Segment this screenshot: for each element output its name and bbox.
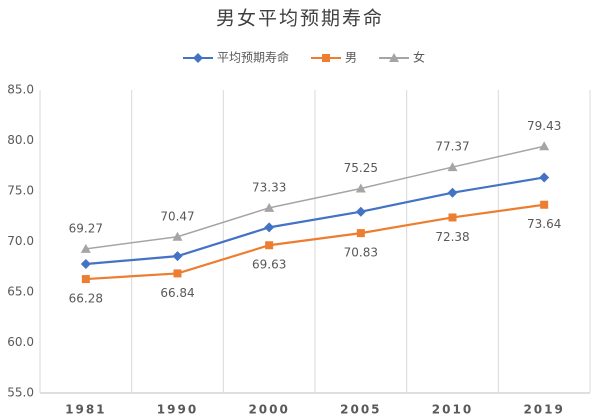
data-label: 75.25 <box>344 161 378 175</box>
data-point <box>173 269 182 278</box>
legend-label: 女 <box>413 50 425 65</box>
legend-marker <box>322 54 331 62</box>
data-point <box>264 202 275 212</box>
y-tick-label: 65.0 <box>7 285 34 299</box>
data-point <box>539 141 550 151</box>
data-label: 72.38 <box>435 230 469 244</box>
data-point <box>447 187 458 198</box>
series-line <box>85 145 545 250</box>
data-label: 79.43 <box>527 119 561 133</box>
data-point <box>265 241 274 250</box>
data-point <box>355 183 366 193</box>
y-tick-label: 80.0 <box>7 133 34 147</box>
data-point <box>172 231 183 241</box>
y-tick-label: 55.0 <box>7 386 34 400</box>
y-tick-label: 70.0 <box>7 234 34 248</box>
data-point <box>80 259 91 270</box>
data-point <box>264 222 275 233</box>
data-label: 73.64 <box>527 217 561 231</box>
x-tick-label: 2019 <box>523 403 564 417</box>
y-tick-label: 60.0 <box>7 335 34 349</box>
chart-title: 男女平均预期寿命 <box>216 8 384 30</box>
data-label: 73.33 <box>252 180 286 194</box>
data-label: 70.83 <box>344 246 378 260</box>
data-label: 69.63 <box>252 258 286 272</box>
data-point <box>447 162 458 172</box>
x-tick-label: 2005 <box>340 403 381 417</box>
legend-label: 男 <box>345 51 357 65</box>
data-label: 66.28 <box>69 292 103 306</box>
data-point <box>80 243 91 253</box>
data-label: 66.84 <box>160 286 194 300</box>
series-line <box>85 203 545 281</box>
data-point <box>356 229 365 238</box>
data-point <box>172 251 183 262</box>
y-tick-label: 85.0 <box>7 83 34 97</box>
legend-label: 平均预期寿命 <box>217 50 289 65</box>
x-tick-label: 1981 <box>65 403 106 417</box>
data-point <box>540 200 549 209</box>
data-point <box>355 206 366 217</box>
x-tick-label: 2010 <box>432 403 473 417</box>
data-point <box>539 172 550 183</box>
data-label: 69.27 <box>69 221 103 235</box>
data-point <box>81 275 90 284</box>
data-label: 70.47 <box>160 209 194 223</box>
data-label: 77.37 <box>435 140 469 154</box>
x-tick-label: 2000 <box>248 403 289 417</box>
legend-marker <box>193 53 203 63</box>
data-point <box>448 213 457 222</box>
series-line <box>85 176 545 266</box>
legend-marker <box>389 53 400 62</box>
x-tick-label: 1990 <box>157 403 198 417</box>
y-tick-label: 75.0 <box>7 184 34 198</box>
